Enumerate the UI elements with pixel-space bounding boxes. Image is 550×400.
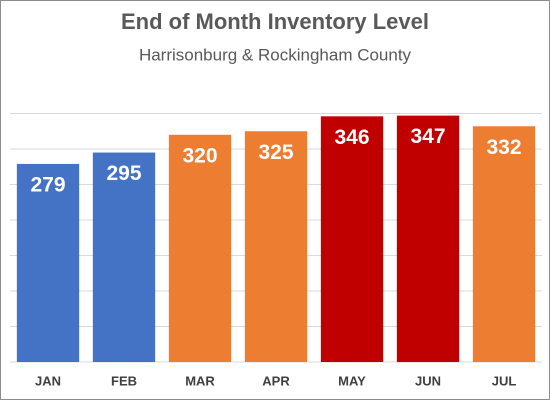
bar [472, 126, 536, 362]
x-tick-label: APR [262, 373, 290, 388]
bar [16, 163, 80, 362]
bar [244, 131, 308, 362]
x-tick-label: JAN [35, 373, 61, 388]
bar [92, 152, 156, 362]
bar [168, 134, 232, 362]
bar [320, 116, 384, 362]
bar [396, 115, 460, 362]
value-label: 325 [258, 141, 293, 164]
x-tick-label: JUN [415, 373, 441, 388]
chart-subtitle: Harrisonburg & Rockingham County [139, 45, 412, 64]
value-label: 346 [334, 126, 369, 149]
value-label: 347 [410, 125, 445, 148]
x-tick-label: MAR [185, 373, 215, 388]
x-tick-label: FEB [111, 373, 137, 388]
x-tick-label: JUL [492, 373, 517, 388]
x-tick-label: MAY [338, 373, 366, 388]
value-label: 295 [106, 162, 141, 185]
chart-title: End of Month Inventory Level [121, 9, 429, 34]
value-label: 320 [182, 144, 217, 167]
value-label: 332 [486, 136, 521, 159]
value-label: 279 [30, 173, 65, 196]
